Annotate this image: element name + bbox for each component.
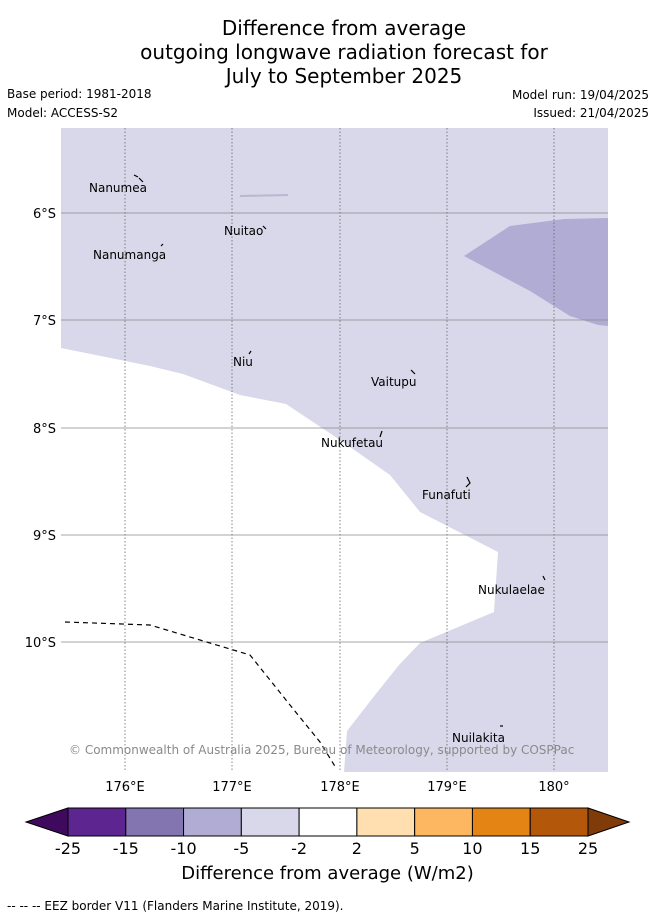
title-line-2: outgoing longwave radiation forecast for [140,40,548,64]
colorbar-segment [356,807,416,837]
issued-date: Issued: 21/04/2025 [533,106,649,120]
place-label-nukufetau: Nukufetau [321,436,383,450]
island-nukulaelae [542,575,546,581]
gridlines [61,212,608,643]
island-nuitao [262,225,267,230]
colorbar-segment [298,807,358,837]
place-label-funafuti: Funafuti [422,488,471,502]
island-outlines [133,174,546,727]
colorbar-segment [240,807,300,837]
place-label-nanumanga: Nanumanga [93,248,166,262]
longitude-labels: 176°E 177°E 178°E 179°E 180° [105,780,569,795]
colorbar-extend-min [24,807,69,837]
base-period: Base period: 1981-2018 [7,87,152,101]
place-label-niu: Niu [233,355,253,369]
model-name: Model: ACCESS-S2 [7,106,119,120]
shade-minus2-minus5 [61,128,608,772]
place-label-nuilakita: Nuilakita [452,731,505,745]
island-nanumanga [160,243,164,247]
meridians [124,128,555,772]
lat-label: 7°S [33,314,56,329]
latitude-labels: 6°S 7°S 8°S 9°S 10°S [25,207,56,651]
colorbar-extend-max [587,807,631,837]
place-label-nanumea: Nanumea [89,181,147,195]
lat-label: 10°S [25,636,56,651]
shade-minus5-minus10 [464,218,608,326]
lon-label: 180° [538,780,569,795]
copyright-notice: © Commonwealth of Australia 2025, Bureau… [69,743,574,757]
colorbar-segment [529,807,589,837]
colorbar: -25 -15 -10 -5 -2 2 5 10 15 25 [24,807,631,858]
island-funafuti [465,476,471,488]
place-label-nuitao: Nuitao [224,224,263,238]
lon-label: 176°E [105,780,145,795]
colorbar-tick-label: 25 [578,839,598,858]
chart-title: Difference from average outgoing longwav… [0,16,655,88]
colorbar-title: Difference from average (W/m2) [181,863,474,884]
lat-label: 6°S [33,207,56,222]
place-labels: Nanumea Nuitao Nanumanga Niu Vaitupu Nuk… [89,181,545,745]
title-line-1: Difference from average [221,16,467,40]
colorbar-segment [414,807,473,837]
island-nanumea [133,174,144,183]
colorbar-segment [125,807,185,837]
model-run: Model run: 19/04/2025 [511,88,649,102]
colorbar-tick-label: 10 [462,839,482,858]
lon-label: 179°E [427,780,467,795]
shade-fragment [239,194,289,197]
colorbar-tick-label: -10 [170,839,196,858]
lat-label: 8°S [33,422,56,437]
title-line-3: July to September 2025 [225,64,463,88]
island-vaitupu [410,369,416,375]
lon-label: 178°E [320,780,360,795]
place-label-nukulaelae: Nukulaelae [478,583,545,597]
colorbar-tick-label: 2 [352,839,362,858]
colorbar-tick-label: -15 [113,839,139,858]
island-niu [248,350,252,355]
colorbar-segment [183,807,242,837]
eez-legend: -- -- -- EEZ border V11 (Flanders Marine… [7,899,344,913]
colorbar-segment [67,807,127,837]
colorbar-segment [471,807,531,837]
colorbar-tick-label: -25 [55,839,81,858]
colorbar-tick-label: 15 [520,839,540,858]
lat-label: 9°S [33,529,56,544]
eez-border [64,621,337,769]
colorbar-tick-label: -2 [291,839,307,858]
lon-label: 177°E [212,780,252,795]
colorbar-tick-label: -5 [233,839,249,858]
place-label-vaitupu: Vaitupu [371,375,417,389]
island-nukufetau [379,430,383,438]
colorbar-tick-label: 5 [410,839,420,858]
